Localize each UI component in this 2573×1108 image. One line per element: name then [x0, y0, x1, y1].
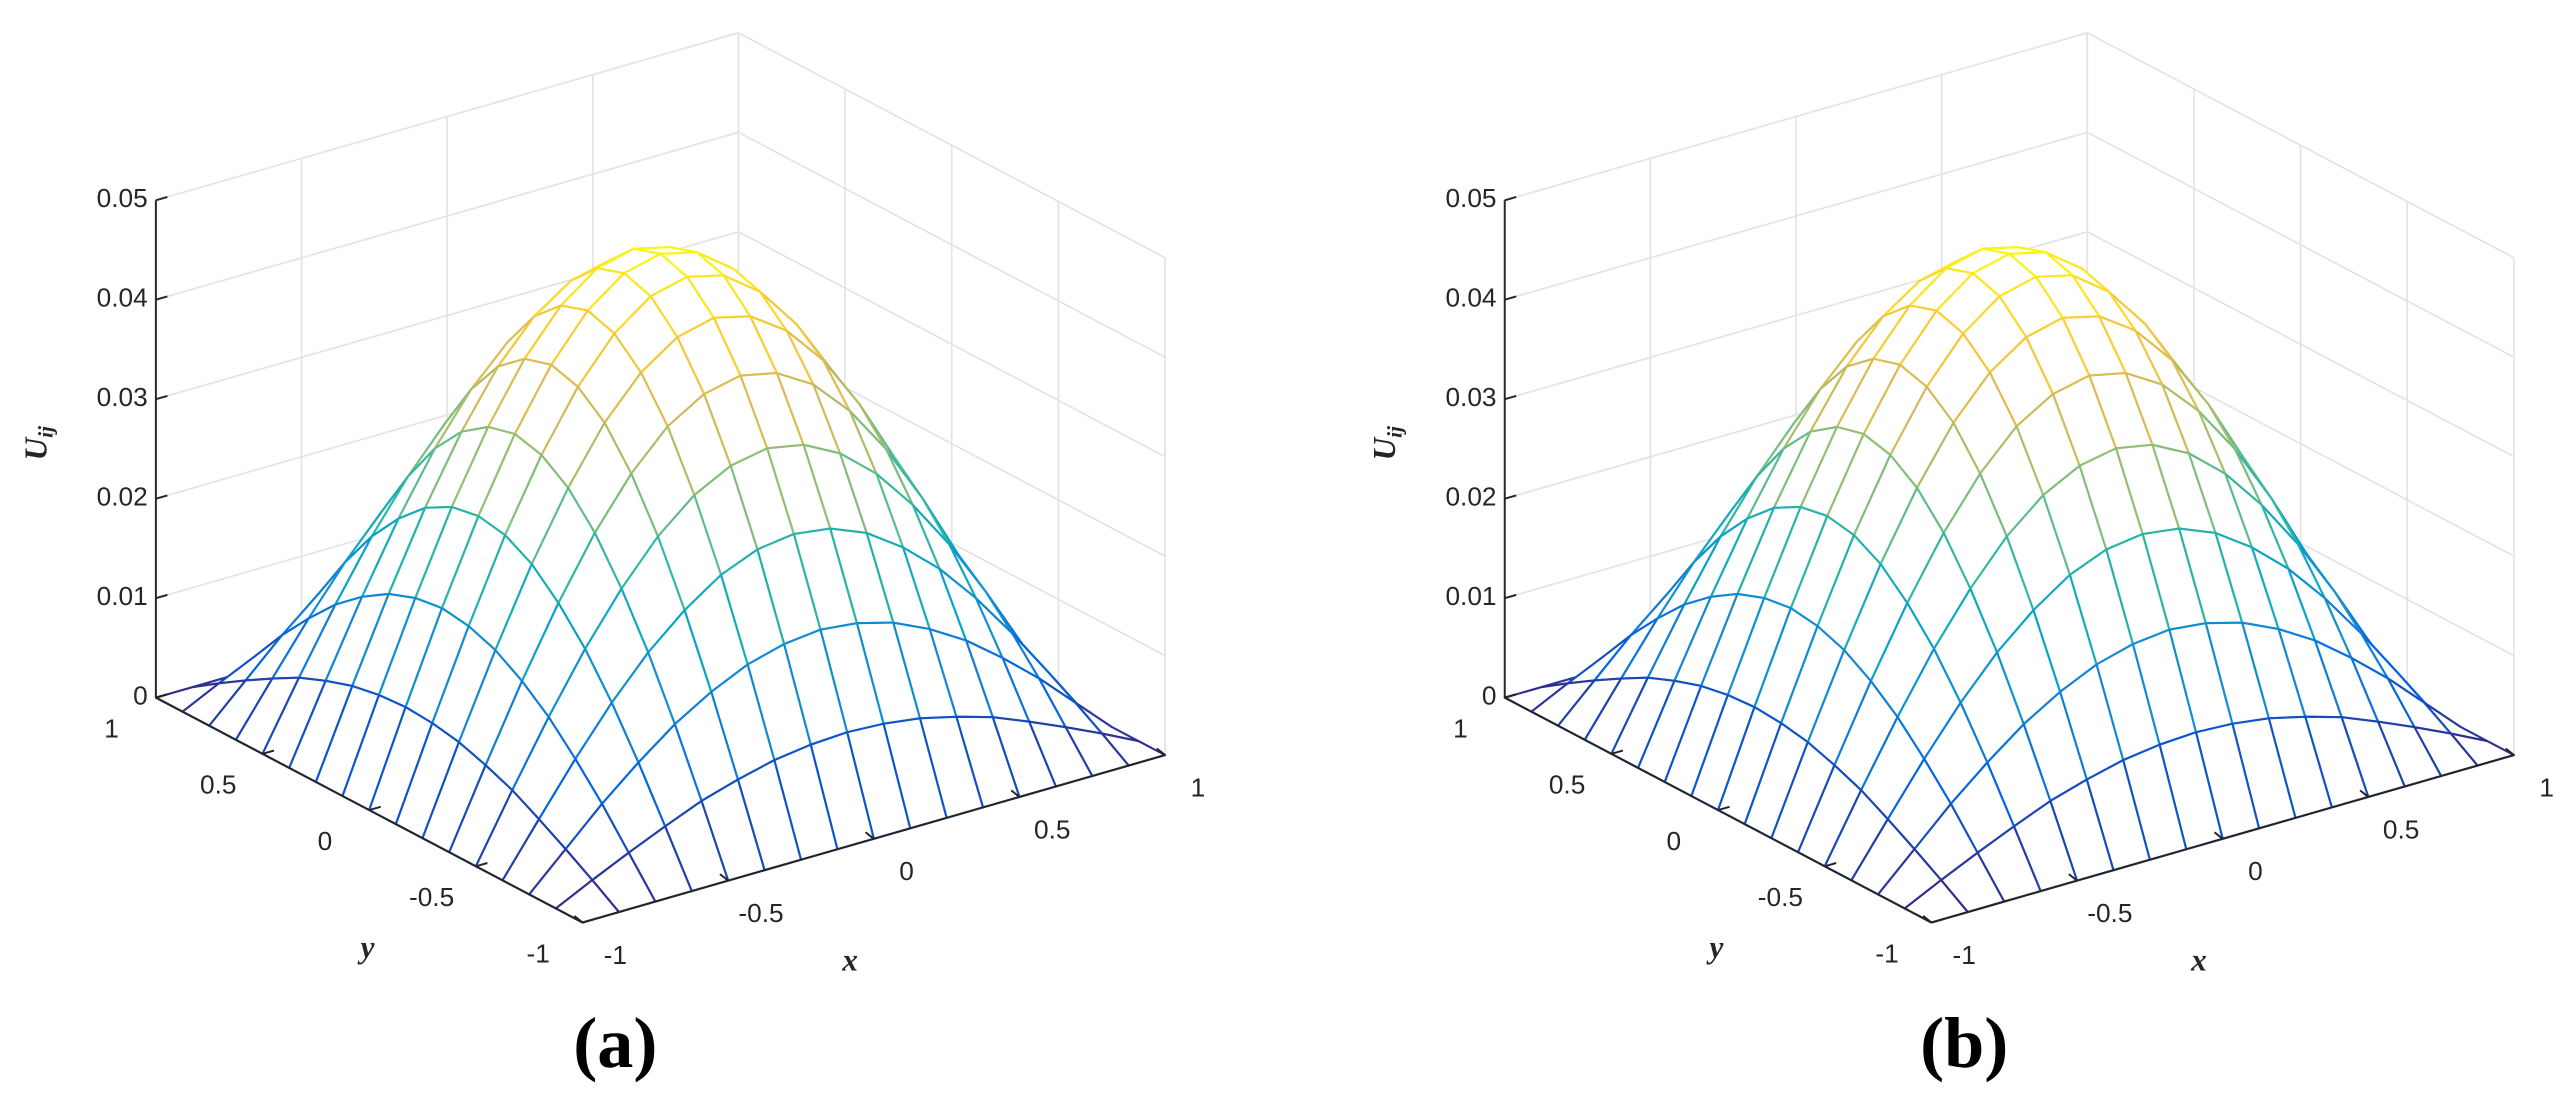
- z-tick: [155, 196, 168, 202]
- x-tick: [1010, 789, 1021, 798]
- x-tick-label: 1: [1191, 772, 1206, 802]
- z-tick: [1504, 494, 1517, 500]
- y-tick-label: 1: [104, 713, 119, 743]
- grid-line: [2086, 231, 2515, 458]
- z-tick: [155, 593, 168, 600]
- z-tick-label: 0: [133, 681, 148, 711]
- x-tick-label: 0: [2248, 856, 2263, 886]
- y-tick: [1931, 918, 1944, 924]
- grid-line: [2086, 131, 2515, 358]
- x-axis-label: x: [2190, 943, 2207, 978]
- y-axis-label: y: [357, 930, 375, 965]
- x-tick: [1922, 915, 1933, 924]
- grid-line: [738, 131, 1166, 358]
- z-tick-label: 0.05: [97, 183, 148, 213]
- x-tick-label: -0.5: [738, 898, 783, 928]
- y-tick-label: 0: [318, 826, 333, 856]
- z-axis-label: Uij: [19, 426, 58, 460]
- z-tick-label: 0.02: [97, 482, 148, 512]
- x-tick: [719, 873, 729, 882]
- z-tick-label: 0: [1482, 681, 1497, 711]
- y-tick: [1824, 862, 1837, 868]
- x-tick-label: 0: [899, 856, 914, 886]
- z-tick: [155, 295, 168, 301]
- z-tick-label: 0.04: [1445, 283, 1496, 313]
- y-tick: [475, 862, 488, 868]
- grid-line: [738, 32, 1166, 259]
- z-axis-label: Uij: [1367, 426, 1406, 460]
- x-axis-label: x: [841, 943, 858, 978]
- y-tick: [1717, 805, 1730, 812]
- x-tick: [1156, 747, 1166, 756]
- grid-line: [2086, 32, 2515, 259]
- z-tick-label: 0.03: [97, 382, 148, 412]
- z-tick-label: 0.05: [1445, 183, 1496, 213]
- z-tick: [1504, 295, 1517, 301]
- y-tick-label: -0.5: [1758, 882, 1803, 912]
- y-tick: [1611, 749, 1624, 755]
- grid-line: [155, 131, 739, 301]
- y-tick: [155, 693, 168, 699]
- y-tick: [368, 805, 381, 812]
- z-tick-label: 0.03: [1445, 382, 1496, 412]
- grid-line: [1504, 131, 2088, 301]
- grid-line: [1504, 32, 2088, 202]
- x-tick: [573, 915, 584, 924]
- y-tick-label: 0.5: [200, 770, 236, 800]
- y-tick-label: 0: [1666, 826, 1681, 856]
- y-tick-label: -1: [527, 938, 550, 968]
- y-tick-label: 1: [1453, 713, 1468, 743]
- z-tick-label: 0.01: [1445, 581, 1496, 611]
- z-tick: [155, 394, 168, 401]
- grid-line: [155, 32, 739, 202]
- x-tick-label: -0.5: [2087, 898, 2132, 928]
- z-tick-label: 0.02: [1445, 482, 1496, 512]
- x-tick: [2359, 789, 2369, 798]
- x-tick-label: -1: [1953, 940, 1976, 970]
- z-tick: [1504, 593, 1517, 600]
- y-tick: [582, 918, 595, 924]
- x-tick-label: 0.5: [2383, 814, 2419, 844]
- x-tick: [2505, 747, 2515, 756]
- y-tick: [1504, 693, 1517, 699]
- x-tick-label: 0.5: [1034, 814, 1070, 844]
- x-tick: [2068, 873, 2078, 882]
- z-tick: [1504, 196, 1517, 202]
- z-tick-label: 0.01: [97, 581, 148, 611]
- grid-line: [738, 231, 1166, 458]
- y-tick: [262, 749, 275, 755]
- panel-label: (a): [573, 1003, 657, 1083]
- x-tick: [2213, 831, 2224, 840]
- z-tick-label: 0.04: [97, 283, 148, 313]
- y-axis-label: y: [1706, 930, 1724, 965]
- y-tick-label: -0.5: [409, 882, 454, 912]
- z-tick: [155, 494, 168, 500]
- y-tick-label: 0.5: [1549, 770, 1585, 800]
- x-tick: [864, 831, 875, 840]
- x-tick-label: 1: [2539, 772, 2554, 802]
- y-tick-label: -1: [1875, 938, 1898, 968]
- z-tick: [1504, 394, 1517, 401]
- panel-label: (b): [1920, 1003, 2008, 1083]
- x-tick-label: -1: [604, 940, 627, 970]
